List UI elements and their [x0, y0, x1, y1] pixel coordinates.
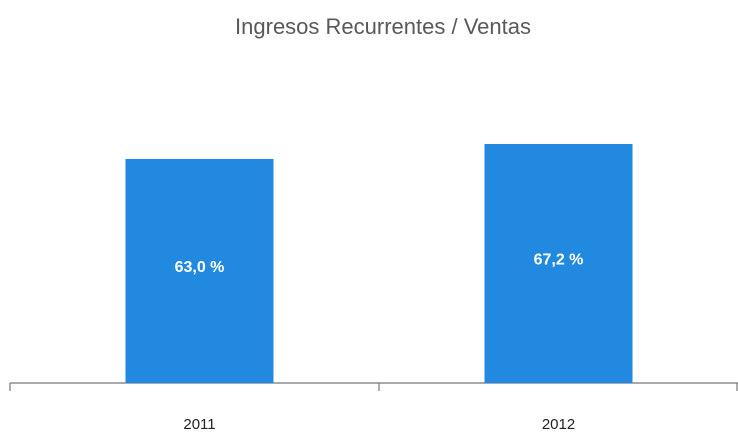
chart-title: Ingresos Recurrentes / Ventas — [235, 14, 531, 39]
bar — [484, 144, 633, 383]
bar — [125, 158, 274, 383]
value-label: 63,0 % — [175, 259, 225, 276]
x-tick-label: 2011 — [183, 416, 215, 433]
x-tick-label: 2012 — [542, 416, 575, 433]
value-label: 67,2 % — [534, 252, 584, 269]
